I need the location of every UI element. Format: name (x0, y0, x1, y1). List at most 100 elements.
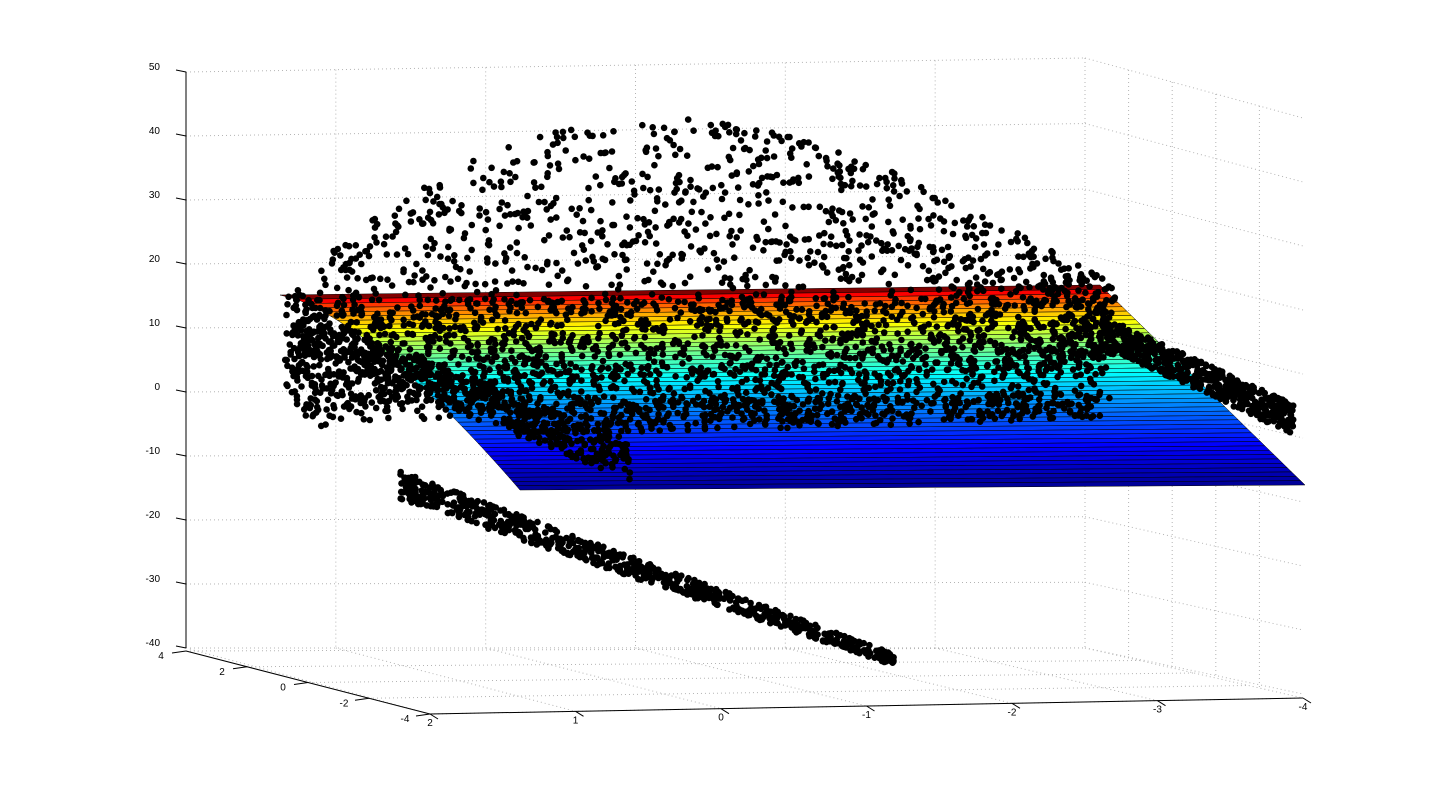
scatter-point (450, 499, 458, 507)
scatter-point (1108, 309, 1115, 317)
scatter-point (1072, 372, 1080, 380)
scatter-point (323, 406, 330, 413)
scatter-point (760, 218, 768, 225)
scatter-point (340, 301, 348, 309)
scatter-point (1277, 413, 1285, 420)
scatter-point (538, 266, 546, 274)
scatter-point (1035, 283, 1042, 290)
x-tick-mark (575, 710, 584, 717)
scatter-point (691, 576, 698, 584)
scatter-point (855, 638, 863, 646)
scatter-point (1036, 336, 1043, 344)
scatter-point (728, 301, 736, 309)
scatter-point (1075, 287, 1082, 294)
scatter-point (1020, 328, 1028, 335)
scatter-point (422, 488, 429, 496)
scatter-point (891, 175, 898, 182)
scatter-point (842, 309, 850, 317)
scatter-point (711, 597, 718, 605)
scatter-point (884, 369, 892, 377)
scatter-point (1147, 336, 1154, 343)
scatter-point (544, 523, 552, 530)
scatter-point (673, 583, 680, 591)
scatter-point (849, 177, 856, 185)
scatter-point (684, 340, 692, 347)
scatter-point (1019, 294, 1027, 301)
scatter-point (948, 202, 955, 209)
scatter-point (626, 224, 634, 231)
scatter-point (566, 376, 573, 384)
scatter-point (1076, 325, 1084, 332)
scatter-point (780, 179, 787, 186)
scatter-point (666, 220, 673, 228)
scatter-point (340, 326, 347, 334)
scatter-point (582, 458, 589, 466)
scatter-point (315, 334, 322, 342)
scatter-point (1195, 380, 1203, 388)
scatter-point (377, 376, 385, 384)
scatter-point (541, 437, 549, 444)
scatter-point (891, 170, 898, 177)
scatter-point (487, 412, 495, 419)
scatter-point (548, 330, 555, 337)
scatter-point (979, 265, 987, 273)
scatter-point (399, 384, 407, 392)
scatter-point (669, 282, 676, 290)
scatter-point (1040, 360, 1048, 367)
scatter-point (337, 415, 345, 423)
scatter-point (459, 372, 466, 379)
scatter-point (764, 173, 771, 180)
scatter-point (493, 353, 500, 361)
scatter-point (621, 377, 628, 385)
z-tick-mark (175, 517, 187, 521)
scatter-point (694, 377, 701, 385)
scatter-point (846, 261, 853, 269)
scatter-point (778, 385, 785, 393)
scatter-point (880, 329, 888, 336)
scatter-point (708, 163, 716, 170)
scatter-point (761, 366, 769, 373)
scatter-point (676, 145, 684, 153)
scatter-point (294, 365, 302, 373)
scatter-point (888, 313, 896, 321)
scatter-point (526, 296, 534, 304)
scatter-point (663, 364, 671, 371)
scatter-point (848, 303, 855, 311)
scatter-point (722, 304, 729, 311)
scatter-point (352, 289, 360, 297)
scatter-point (1055, 335, 1063, 342)
scatter-point (316, 323, 323, 331)
scatter-point (283, 330, 291, 337)
scatter-point (283, 311, 290, 319)
scatter-point (618, 340, 626, 347)
scatter-point (422, 196, 430, 204)
scatter-point (358, 409, 365, 417)
scatter-point (507, 211, 514, 218)
scatter-point (349, 306, 356, 314)
scatter-point (1191, 375, 1198, 382)
scatter-point (442, 273, 449, 281)
z-tick-mark (175, 133, 187, 137)
scatter-point (419, 321, 427, 329)
scatter-point (862, 390, 869, 397)
scatter-point (619, 448, 626, 456)
scatter-point (344, 322, 352, 330)
scatter-point (642, 148, 650, 156)
scatter-point (940, 308, 948, 316)
scatter-point (585, 196, 592, 204)
scatter-point (326, 412, 333, 420)
scatter-point (655, 186, 663, 193)
scatter-point (823, 313, 831, 321)
scatter-point (371, 234, 378, 241)
scatter-point (1087, 333, 1094, 340)
scatter-point (381, 330, 389, 338)
scatter-point (706, 590, 713, 598)
scatter-point (739, 300, 746, 307)
scatter-point (432, 324, 440, 332)
scatter-point (302, 301, 309, 309)
scatter-point (950, 284, 957, 292)
scatter-point (553, 360, 560, 368)
scatter-point (1007, 238, 1015, 246)
scatter-point (553, 133, 561, 141)
scatter-point (590, 258, 598, 265)
